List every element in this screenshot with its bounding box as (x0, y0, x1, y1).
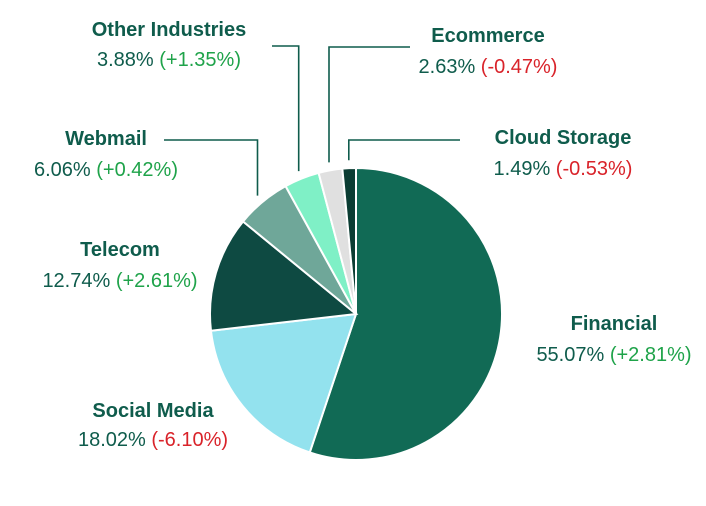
leader-line-ecommerce (328, 46, 410, 163)
slice-category-label: Financial (571, 313, 658, 335)
leader-line-other-industries (272, 45, 300, 172)
pie-slice-social-media (209, 312, 358, 454)
slice-category-label: Telecom (80, 239, 160, 261)
pie-slices (209, 166, 503, 461)
slice-change: (+2.81%) (610, 344, 692, 366)
slice-value-label: 1.49% (-0.53%) (494, 158, 633, 180)
slice-percent: 55.07% (536, 344, 609, 366)
slice-percent: 1.49% (494, 158, 556, 180)
slice-category-label: Webmail (65, 128, 147, 150)
slice-change: (+1.35%) (159, 49, 241, 71)
slice-category-label: Ecommerce (431, 25, 544, 47)
slice-change: (-6.10%) (151, 429, 228, 451)
slice-value-label: 12.74% (+2.61%) (42, 270, 197, 292)
slice-percent: 6.06% (34, 159, 96, 181)
slice-value-label: 55.07% (+2.81%) (536, 344, 691, 366)
pie-slice-financial (308, 166, 503, 461)
slice-percent: 12.74% (42, 270, 115, 292)
slice-value-label: 18.02% (-6.10%) (78, 429, 228, 451)
slice-change: (-0.47%) (481, 56, 558, 78)
slice-change: (+0.42%) (96, 159, 178, 181)
slice-category-label: Other Industries (92, 19, 246, 41)
slice-change: (+2.61%) (116, 270, 198, 292)
slice-value-label: 2.63% (-0.47%) (419, 56, 558, 78)
leader-lines (164, 45, 460, 196)
slice-category-label: Social Media (92, 400, 214, 422)
slice-value-label: 3.88% (+1.35%) (97, 49, 241, 71)
leader-line-cloud-storage (347, 139, 460, 161)
slice-percent: 18.02% (78, 429, 151, 451)
slice-category-label: Cloud Storage (495, 127, 632, 149)
pie-slice-cloud-storage (341, 166, 357, 315)
pie-slice-telecom (209, 220, 359, 332)
slice-percent: 3.88% (97, 49, 159, 71)
slice-value-label: 6.06% (+0.42%) (34, 159, 178, 181)
slice-labels: Financial 55.07% (+2.81%) Social Media 18.0… (34, 19, 692, 451)
slice-percent: 2.63% (419, 56, 481, 78)
leader-line-webmail (164, 139, 259, 196)
slice-change: (-0.53%) (556, 158, 633, 180)
